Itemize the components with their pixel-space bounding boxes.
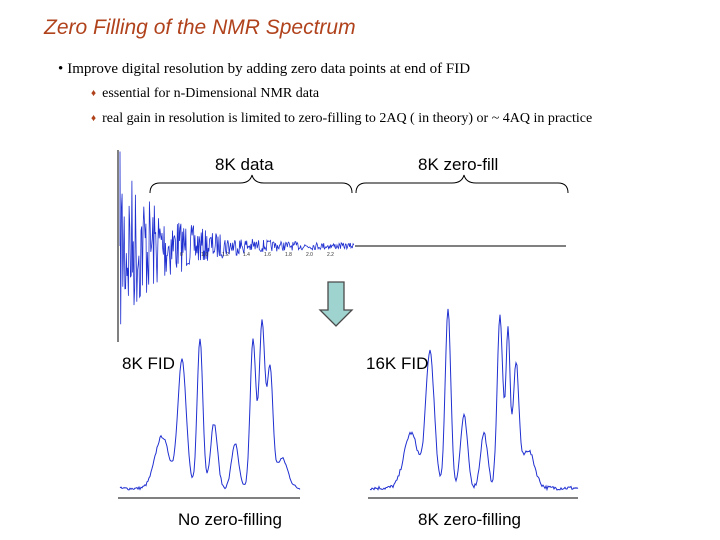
label-8k-zero-fill: 8K zero-fill xyxy=(418,155,499,174)
fid-tick-label: 1.6 xyxy=(264,252,271,258)
fid-tick-label: 1.2 xyxy=(222,252,229,258)
sub-bullet-2: ♦ real gain in resolution is limited to z… xyxy=(91,111,592,127)
sub-bullet-1-text: essential for n-Dimensional NMR data xyxy=(102,86,320,101)
label-16k-fid: 16K FID xyxy=(366,354,429,373)
sub-bullet-2-text: real gain in resolution is limited to ze… xyxy=(102,111,593,126)
diamond-bullet-icon: ♦ xyxy=(91,88,97,99)
caption-8k-zero-filling: 8K zero-filling xyxy=(418,510,521,529)
fid-tick-label: 0 xyxy=(180,252,183,258)
fid-tick-label: 2.0 xyxy=(306,252,313,258)
down-arrow-icon xyxy=(318,281,354,327)
left-brace xyxy=(149,174,353,194)
left-spectrum-trace xyxy=(119,319,301,491)
fid-trace xyxy=(119,151,355,325)
label-8k-data: 8K data xyxy=(215,155,274,174)
diamond-bullet-icon: ♦ xyxy=(91,113,97,124)
right-spectrum-trace xyxy=(369,308,579,492)
right-brace xyxy=(355,174,569,194)
fid-tick-label: 1.8 xyxy=(285,252,292,258)
main-bullet-text: Improve digital resolution by adding zer… xyxy=(67,61,471,77)
fid-tick-label: 2.2 xyxy=(327,252,334,258)
left-spectrum xyxy=(118,319,301,499)
sub-bullet-1: ♦ essential for n-Dimensional NMR data xyxy=(91,86,319,102)
caption-no-zero-filling: No zero-filling xyxy=(178,510,282,529)
fid-panel: 0 1.0 1.2 1.4 1.6 1.8 2.0 2.2 xyxy=(117,150,569,342)
bullet-dot: • xyxy=(58,61,64,77)
slide-title: Zero Filling of the NMR Spectrum xyxy=(44,16,356,39)
label-8k-fid: 8K FID xyxy=(122,354,175,373)
fid-tick-label: 1.4 xyxy=(243,252,250,258)
fid-tick-label: 1.0 xyxy=(201,252,208,258)
main-bullet: • Improve digital resolution by adding ze… xyxy=(58,61,470,78)
fid-tick-labels: 0 1.0 1.2 1.4 1.6 1.8 2.0 2.2 xyxy=(180,252,334,258)
right-spectrum xyxy=(368,308,579,499)
